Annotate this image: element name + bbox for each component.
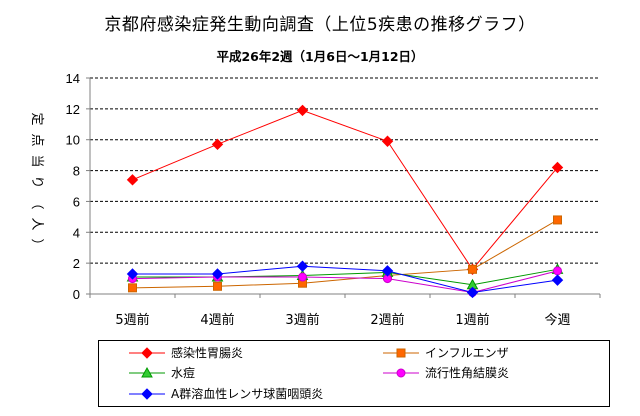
x-tick-label: 3週前 [285, 312, 319, 328]
series-3 [126, 263, 564, 290]
legend-label: A群溶血性レンサ球菌咽頭炎 [171, 387, 324, 401]
legend: 感染性胃腸炎 インフルエンザ水痘 流行性角結膜炎 A群溶血性レンサ球菌咽頭炎 [98, 340, 610, 407]
y-label-char: 定 [29, 112, 44, 125]
grid-lines [90, 77, 600, 264]
y-tick-label: 0 [73, 287, 80, 302]
data-point [298, 272, 307, 282]
data-point [126, 268, 139, 280]
chart-subtitle: 平成26年2週（1月6日～1月12日） [216, 49, 424, 64]
legend-swatch [383, 348, 419, 358]
y-tick-label: 2 [73, 256, 80, 271]
data-point [126, 174, 139, 186]
y-tick-label: 4 [73, 225, 80, 240]
legend-label: 流行性角結膜炎 [425, 366, 510, 380]
data-point [466, 286, 479, 299]
data-point [211, 138, 224, 151]
data-point [128, 283, 137, 293]
chart-title: 京都府感染症発生動向調査（上位5疾患の推移グラフ） [104, 15, 536, 35]
x-tick-label: 4週前 [200, 312, 234, 328]
data-point [296, 260, 309, 272]
y-tick-label: 12 [66, 102, 80, 117]
legend-swatch [383, 368, 419, 378]
axes [86, 77, 601, 298]
y-label-char: 点 [29, 133, 44, 146]
legend-swatch [129, 347, 165, 359]
series-line [132, 265, 558, 293]
y-label-char: 人 [29, 217, 44, 230]
data-point [553, 215, 562, 225]
y-label-char: ） [29, 238, 44, 251]
y-label-char: 当 [29, 154, 44, 167]
data-point [551, 161, 564, 174]
legend-label: インフルエンザ [425, 346, 509, 360]
x-tick-label: 2週前 [370, 312, 404, 328]
x-tick-labels: 5週前 4週前 3週前 2週前 1週前 今週 [115, 312, 570, 328]
data-point [551, 274, 564, 286]
y-label-char: り [29, 175, 44, 188]
data-point [381, 135, 394, 147]
series-group [126, 104, 564, 299]
data-point [381, 265, 394, 277]
legend-swatch [129, 388, 165, 400]
series-4 [128, 266, 562, 297]
data-point [211, 268, 224, 280]
series-line [132, 219, 558, 289]
y-tick-label: 10 [66, 133, 80, 148]
legend-label: 水痘 [171, 366, 196, 380]
y-tick-labels: 0 2 4 6 8 10 12 14 [66, 71, 80, 302]
x-tick-label: 1週前 [455, 312, 489, 328]
data-point [213, 281, 222, 291]
data-point [468, 264, 477, 274]
legend-label: 感染性胃腸炎 [171, 346, 244, 360]
series-line [132, 270, 558, 293]
y-tick-label: 8 [73, 164, 80, 179]
x-tick-label: 今週 [544, 312, 570, 328]
series-5 [126, 260, 564, 299]
data-point [296, 104, 309, 117]
y-tick-label: 14 [66, 71, 80, 86]
y-label-char: （ [29, 196, 44, 209]
series-1 [126, 104, 564, 276]
data-point [553, 266, 562, 276]
y-tick-label: 6 [73, 194, 80, 209]
legend-swatch [129, 366, 165, 378]
series-line [132, 109, 558, 271]
x-tick-label: 5週前 [115, 312, 149, 328]
